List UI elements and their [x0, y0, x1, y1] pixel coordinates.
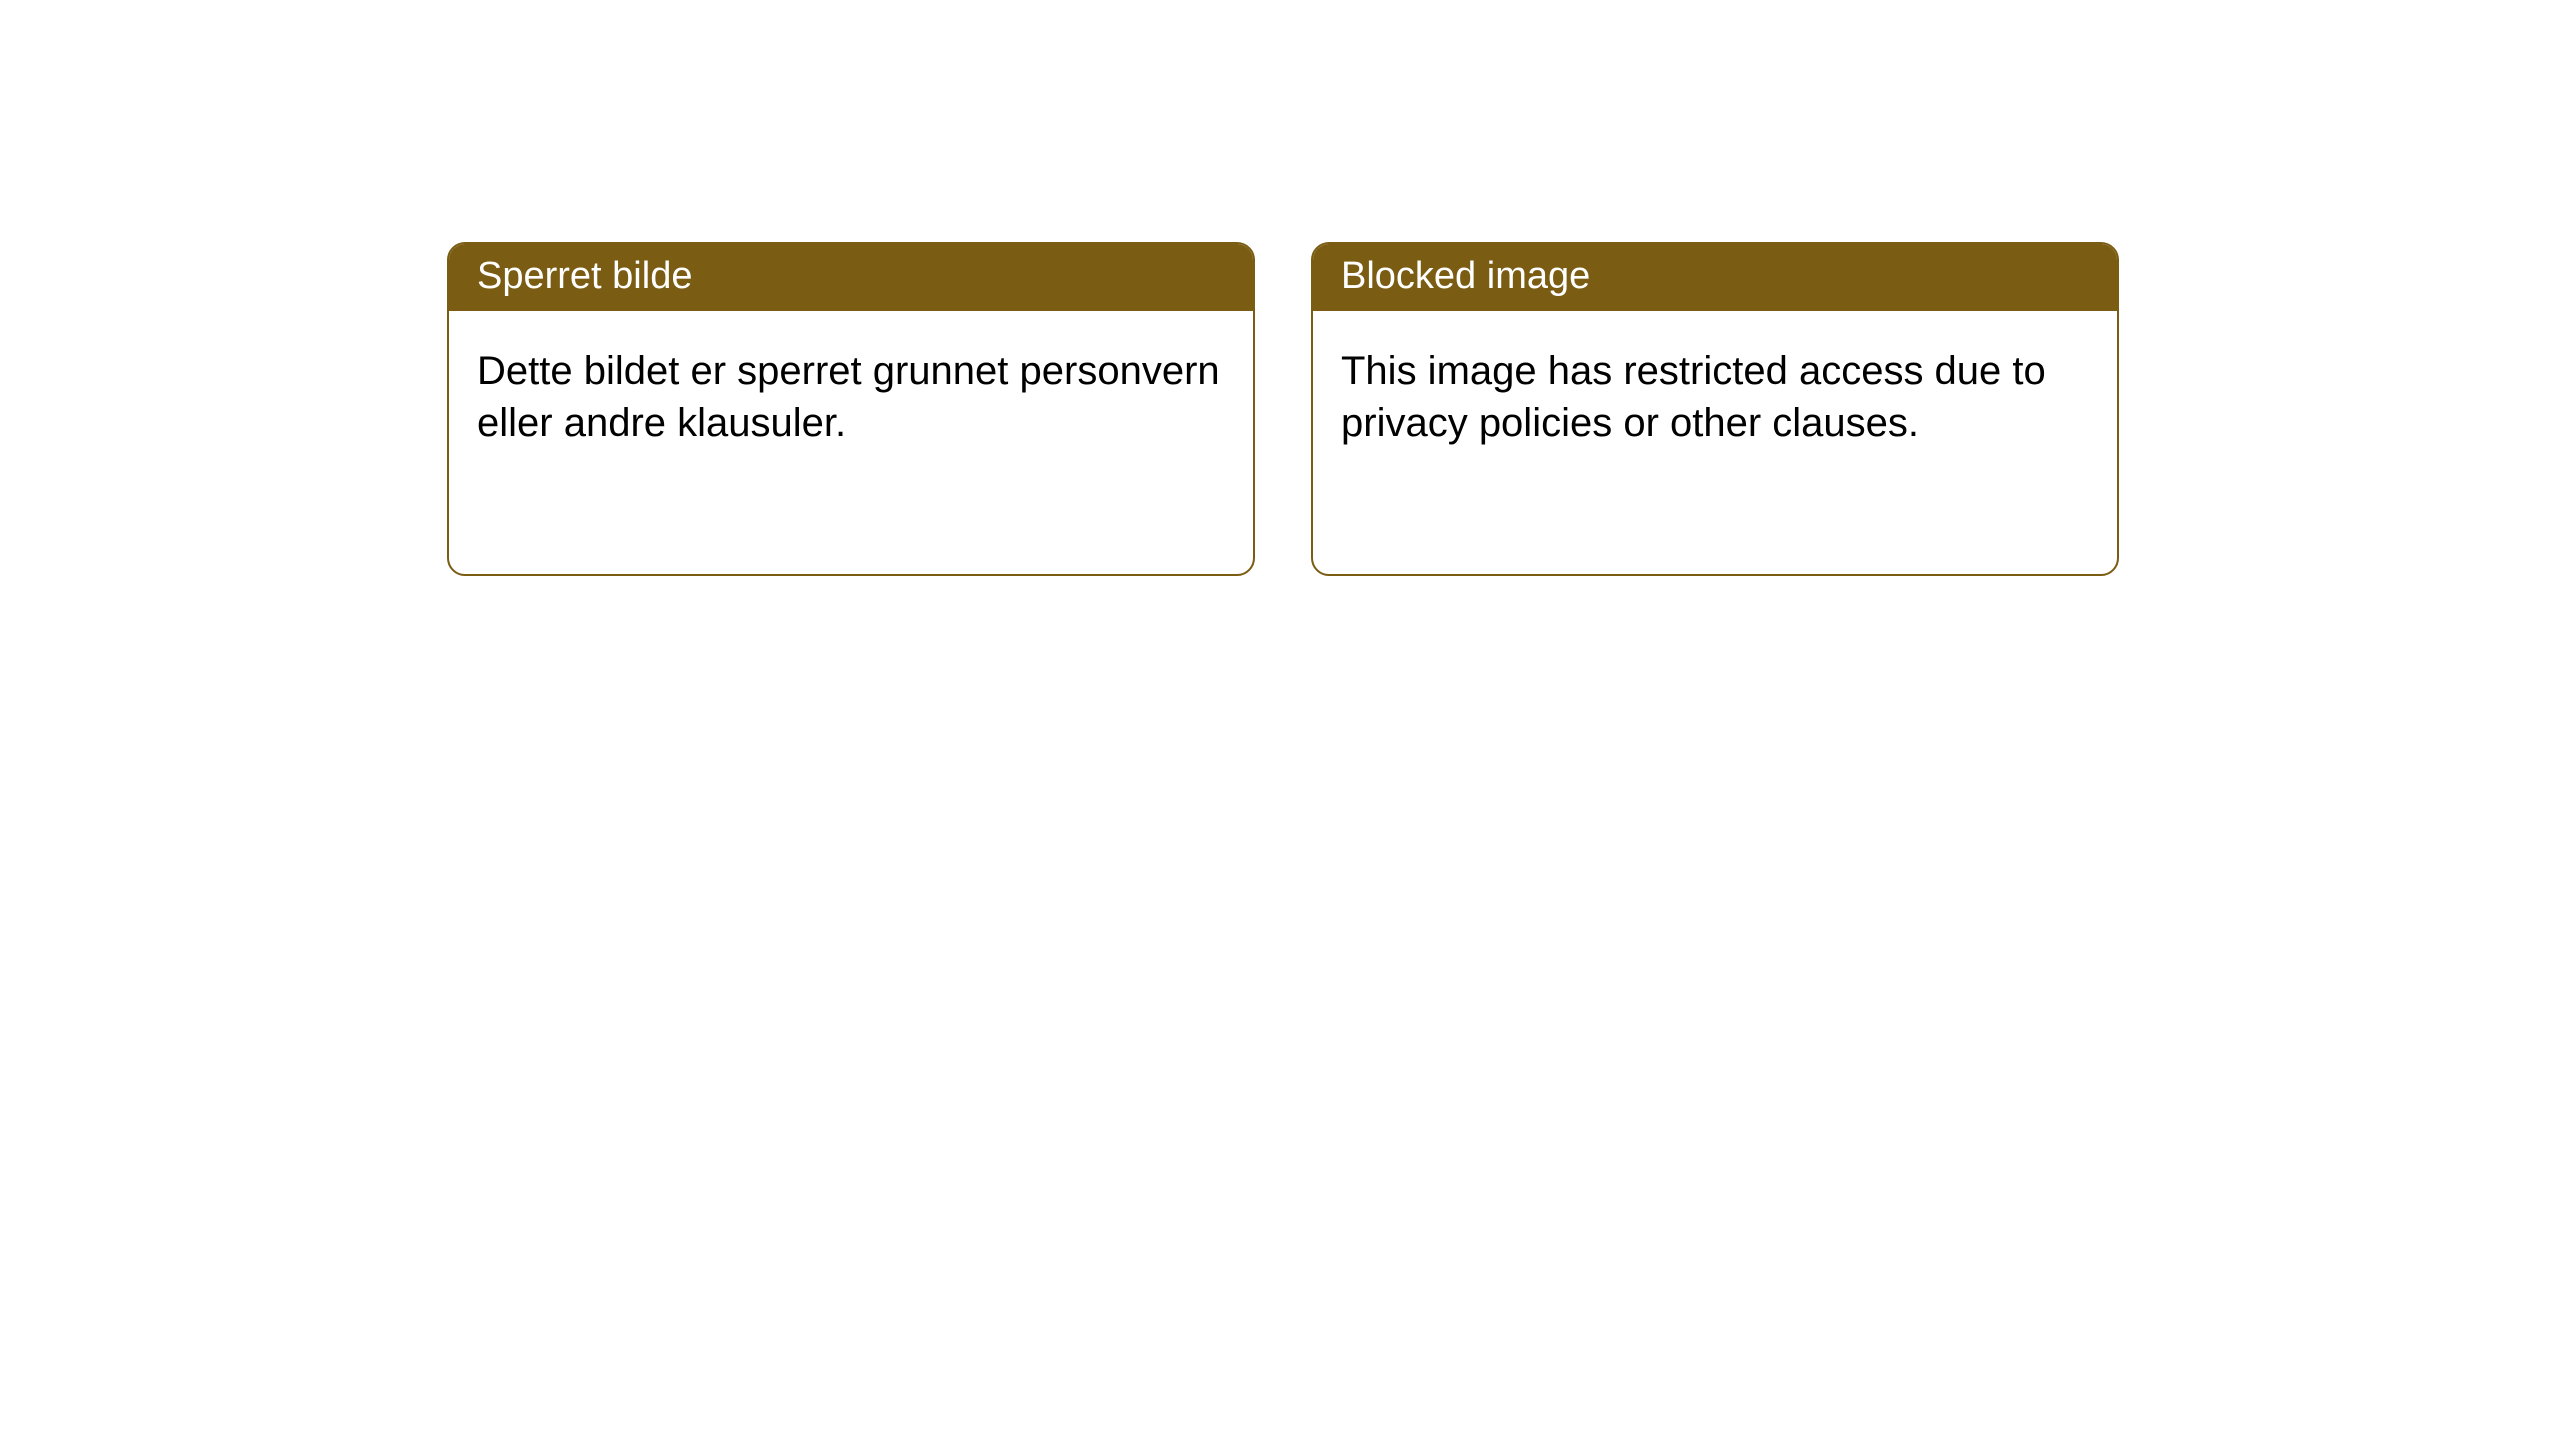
- notice-card-english: Blocked image This image has restricted …: [1311, 242, 2119, 576]
- notice-container: Sperret bilde Dette bildet er sperret gr…: [0, 0, 2560, 576]
- notice-body-english: This image has restricted access due to …: [1313, 311, 2117, 477]
- notice-card-norwegian: Sperret bilde Dette bildet er sperret gr…: [447, 242, 1255, 576]
- notice-title-norwegian: Sperret bilde: [449, 244, 1253, 311]
- notice-title-english: Blocked image: [1313, 244, 2117, 311]
- notice-body-norwegian: Dette bildet er sperret grunnet personve…: [449, 311, 1253, 477]
